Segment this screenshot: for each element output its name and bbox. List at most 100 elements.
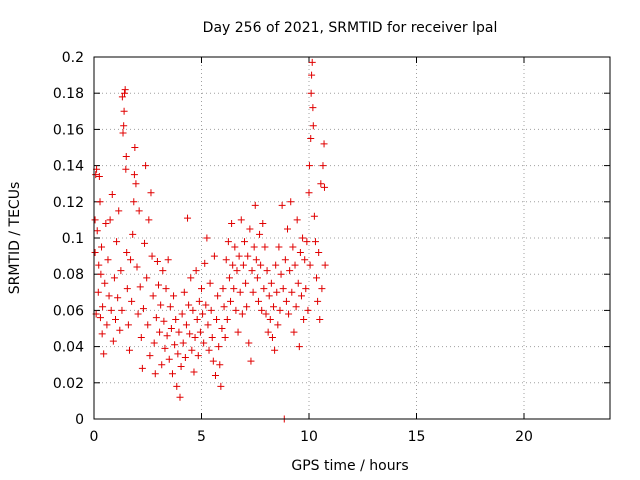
- data-point: [262, 310, 270, 318]
- data-point: [123, 248, 131, 256]
- data-point: [122, 165, 130, 173]
- data-point: [321, 261, 329, 269]
- data-point: [131, 144, 139, 151]
- data-point: [285, 310, 293, 318]
- data-point: [137, 334, 145, 342]
- data-point: [164, 256, 172, 264]
- data-point: [234, 328, 242, 336]
- data-point: [174, 350, 182, 358]
- data-point: [287, 198, 295, 206]
- data-point: [256, 230, 264, 238]
- data-point: [205, 346, 213, 354]
- data-point: [191, 334, 199, 342]
- data-point: [302, 285, 310, 293]
- data-point: [125, 346, 133, 354]
- data-point: [188, 346, 196, 354]
- grid: [94, 57, 610, 419]
- data-point: [129, 230, 137, 238]
- data-point: [186, 330, 194, 338]
- chart-title: Day 256 of 2021, SRMTID for receiver lpa…: [203, 20, 498, 36]
- data-point: [294, 279, 302, 287]
- data-point: [318, 285, 326, 293]
- data-point: [295, 343, 303, 351]
- data-point: [201, 259, 209, 267]
- data-point: [293, 216, 301, 224]
- data-point: [177, 363, 185, 371]
- data-point: [157, 301, 165, 309]
- data-point: [216, 361, 224, 369]
- data-point: [127, 256, 135, 264]
- axis-ticks: 0 5 10 15 20 0 0.02 0.04 0.06 0.08 0.1 0.12 0.14 0.16…: [53, 50, 610, 445]
- data-point: [103, 321, 111, 329]
- data-point: [170, 292, 178, 300]
- data-point: [132, 180, 140, 188]
- data-point: [277, 270, 285, 278]
- data-point: [291, 261, 299, 269]
- data-point: [176, 393, 184, 401]
- data-point: [105, 292, 113, 300]
- data-point: [305, 189, 313, 197]
- data-point: [272, 261, 280, 269]
- data-point: [241, 238, 248, 246]
- data-point: [278, 201, 286, 209]
- data-point: [233, 267, 241, 275]
- data-point: [166, 303, 174, 311]
- data-point: [178, 310, 186, 318]
- data-point: [136, 283, 144, 291]
- data-point: [270, 303, 278, 311]
- data-point: [94, 288, 102, 296]
- data-point: [158, 361, 166, 369]
- data-point: [153, 258, 161, 266]
- data-point: [152, 314, 160, 322]
- data-point: [267, 279, 275, 287]
- data-point: [301, 256, 309, 264]
- data-point: [98, 243, 106, 251]
- data-point: [316, 315, 324, 323]
- data-point: [320, 140, 328, 148]
- data-point: [100, 350, 108, 358]
- data-point: [307, 134, 315, 142]
- data-point: [200, 339, 208, 347]
- data-point: [115, 207, 123, 215]
- data-point: [106, 216, 114, 224]
- data-point: [251, 201, 259, 209]
- data-point: [250, 243, 258, 251]
- data-point: [192, 267, 200, 275]
- data-point: [118, 93, 126, 101]
- data-point: [260, 285, 268, 293]
- data-point: [230, 285, 238, 293]
- data-point: [247, 357, 255, 365]
- data-point: [146, 352, 154, 360]
- y-tick-label: 0: [75, 412, 84, 428]
- data-point: [220, 303, 228, 311]
- data-point: [268, 334, 276, 342]
- data-point: [282, 297, 290, 305]
- data-point: [229, 261, 237, 269]
- data-point: [248, 267, 256, 275]
- y-tick-label: 0.16: [53, 122, 84, 138]
- x-tick-label: 10: [300, 429, 318, 445]
- data-point: [189, 306, 197, 314]
- data-point: [211, 372, 219, 380]
- data-point: [300, 315, 308, 323]
- data-point: [275, 243, 283, 251]
- data-point: [243, 303, 251, 311]
- data-point: [156, 328, 164, 336]
- data-point: [317, 180, 325, 188]
- data-point: [168, 370, 176, 378]
- data-point: [143, 274, 151, 282]
- data-point: [311, 238, 319, 246]
- data-point: [116, 326, 124, 334]
- data-point: [142, 162, 150, 170]
- data-point: [99, 303, 107, 311]
- data-point: [305, 162, 313, 170]
- data-point: [112, 315, 119, 323]
- data-point: [101, 279, 109, 287]
- data-point: [130, 198, 138, 206]
- data-point: [219, 285, 227, 293]
- data-point: [235, 252, 243, 260]
- data-point: [95, 261, 103, 269]
- data-point: [265, 292, 273, 300]
- data-point: [259, 220, 267, 228]
- data-point: [128, 297, 136, 305]
